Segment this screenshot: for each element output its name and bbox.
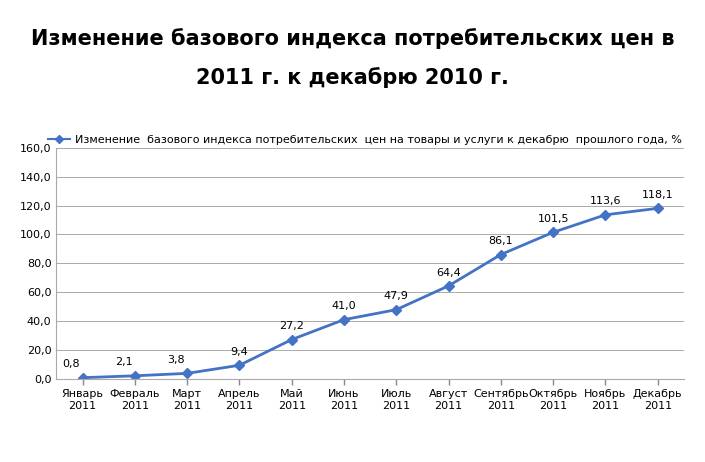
Text: 101,5: 101,5 bbox=[537, 214, 569, 224]
Text: 2011 г. к декабрю 2010 г.: 2011 г. к декабрю 2010 г. bbox=[196, 67, 509, 88]
Text: 9,4: 9,4 bbox=[231, 347, 248, 357]
Text: 3,8: 3,8 bbox=[167, 355, 185, 365]
Text: 64,4: 64,4 bbox=[436, 267, 461, 278]
Text: 0,8: 0,8 bbox=[63, 359, 80, 369]
Text: 2,1: 2,1 bbox=[115, 358, 133, 367]
Text: 27,2: 27,2 bbox=[279, 321, 304, 331]
Text: 118,1: 118,1 bbox=[642, 190, 673, 200]
Text: 113,6: 113,6 bbox=[589, 196, 621, 207]
Text: 47,9: 47,9 bbox=[384, 292, 409, 301]
Text: 86,1: 86,1 bbox=[489, 236, 513, 246]
Legend: Изменение  базового индекса потребительских  цен на товары и услуги к декабрю  п: Изменение базового индекса потребительск… bbox=[48, 135, 682, 145]
Text: 41,0: 41,0 bbox=[331, 301, 356, 311]
Text: Изменение базового индекса потребительских цен в: Изменение базового индекса потребительск… bbox=[31, 28, 674, 49]
